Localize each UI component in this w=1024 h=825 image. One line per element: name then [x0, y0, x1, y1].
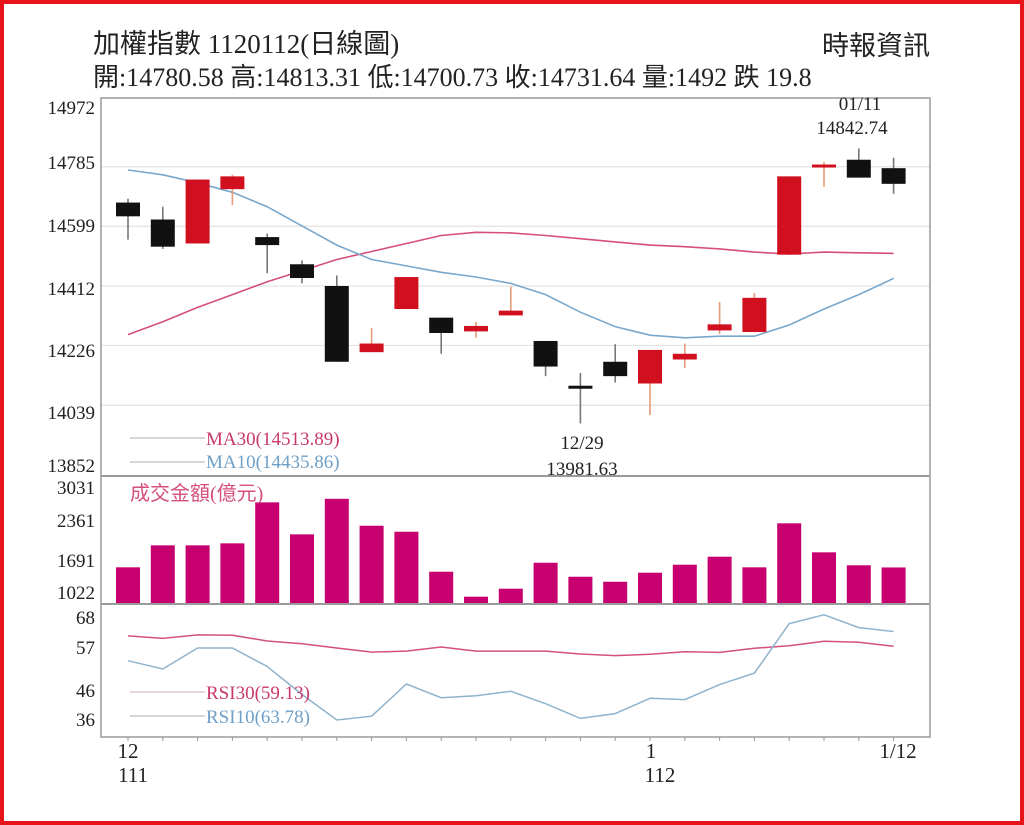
volume-title: 成交金額(億元)	[130, 482, 263, 505]
x-label-dec: 12	[118, 739, 139, 763]
volume-bar	[255, 502, 280, 603]
price-tick: 14972	[48, 98, 96, 119]
volume-bar	[359, 525, 384, 603]
candlestick	[185, 179, 210, 244]
gridlines	[101, 166, 930, 406]
candlestick	[290, 260, 314, 284]
candlestick	[533, 340, 558, 377]
candlesticks	[116, 148, 906, 424]
candlestick	[846, 148, 871, 178]
volume-bar	[498, 588, 523, 603]
volume-bar	[533, 562, 558, 603]
price-tick: 14226	[48, 341, 96, 362]
volume-bar	[846, 565, 871, 603]
price-tick: 13852	[48, 456, 96, 477]
volume-bar	[881, 567, 906, 603]
volume-bar	[185, 545, 210, 603]
rsi-tick: 68	[76, 608, 95, 629]
price-tick: 14785	[48, 153, 96, 174]
rsi-tick: 57	[76, 638, 95, 659]
candlestick	[116, 198, 140, 240]
rsi10-line	[127, 614, 894, 721]
x-label-jan: 1	[646, 739, 657, 763]
candlestick	[568, 372, 593, 424]
candlestick	[638, 349, 662, 416]
volume-bar	[464, 596, 488, 603]
candlestick	[498, 286, 523, 316]
volume-bar	[707, 556, 732, 603]
rsi10-legend: RSI10(63.78)	[206, 707, 310, 728]
low-annotation-value: 13981.63	[546, 459, 617, 480]
rsi-tick: 36	[76, 710, 95, 731]
axes	[100, 97, 931, 741]
volume-bar	[777, 523, 802, 603]
candlestick	[603, 344, 628, 383]
rsi-axis-labels: 68 57 46 36	[76, 608, 95, 731]
volume-bar	[429, 571, 454, 603]
volume-bar	[290, 534, 314, 603]
candlestick	[255, 233, 280, 274]
volume-bar	[672, 564, 697, 603]
volume-tick: 1691	[57, 551, 95, 572]
candlestick	[812, 161, 836, 187]
volume-axis-labels: 3031 2361 1691 1022	[57, 478, 95, 604]
volume-tick: 2361	[57, 511, 95, 532]
rsi-lines	[127, 614, 894, 721]
price-tick: 14039	[48, 403, 96, 424]
chart-title: 加權指數 1120112(日線圖)	[93, 29, 400, 59]
volume-bar	[116, 567, 140, 603]
x-label-year-112: 112	[645, 763, 676, 787]
candlestick	[359, 328, 384, 353]
x-label-year-111: 111	[118, 763, 148, 787]
low-annotation-date: 12/29	[560, 433, 603, 454]
ma10-line	[127, 169, 894, 339]
moving-average-lines	[127, 169, 894, 339]
candlestick	[881, 157, 906, 194]
volume-tick: 3031	[57, 478, 95, 499]
candlestick	[220, 174, 245, 206]
volume-bars	[116, 498, 906, 603]
price-axis-labels: 14972 14785 14599 14412 14226 14039 1385…	[48, 98, 96, 477]
volume-bar	[150, 545, 175, 603]
rsi30-legend: RSI30(59.13)	[206, 683, 310, 704]
source-label: 時報資訊	[822, 31, 930, 61]
high-annotation-value: 14842.74	[816, 118, 888, 139]
volume-bar	[603, 581, 628, 603]
volume-tick: 1022	[57, 583, 95, 604]
candlestick	[742, 293, 767, 333]
candlestick	[394, 277, 419, 310]
ma30-line	[127, 231, 894, 336]
candlestick	[707, 301, 732, 334]
ohlc-summary: 開:14780.58 高:14813.31 低:14700.73 收:14731…	[93, 63, 812, 92]
x-label-last: 1/12	[879, 739, 916, 763]
volume-bar	[324, 498, 349, 603]
volume-bar	[812, 552, 836, 603]
volume-bar	[394, 531, 419, 603]
rsi30-line	[127, 634, 894, 657]
candlestick	[150, 206, 175, 249]
candlestick	[672, 343, 697, 369]
ma10-legend: MA10(14435.86)	[206, 452, 340, 473]
volume-bar	[220, 543, 245, 603]
volume-bar	[638, 572, 662, 603]
volume-bar	[742, 567, 767, 603]
volume-bar	[568, 576, 593, 603]
ma30-legend: MA30(14513.89)	[206, 429, 340, 450]
candlestick	[324, 275, 349, 362]
candlestick	[429, 317, 454, 354]
price-tick: 14599	[48, 216, 96, 237]
rsi-tick: 46	[76, 681, 95, 702]
price-tick: 14412	[48, 279, 96, 300]
high-annotation-date: 01/11	[839, 94, 882, 115]
candlestick	[464, 321, 488, 338]
candlestick	[777, 176, 802, 255]
